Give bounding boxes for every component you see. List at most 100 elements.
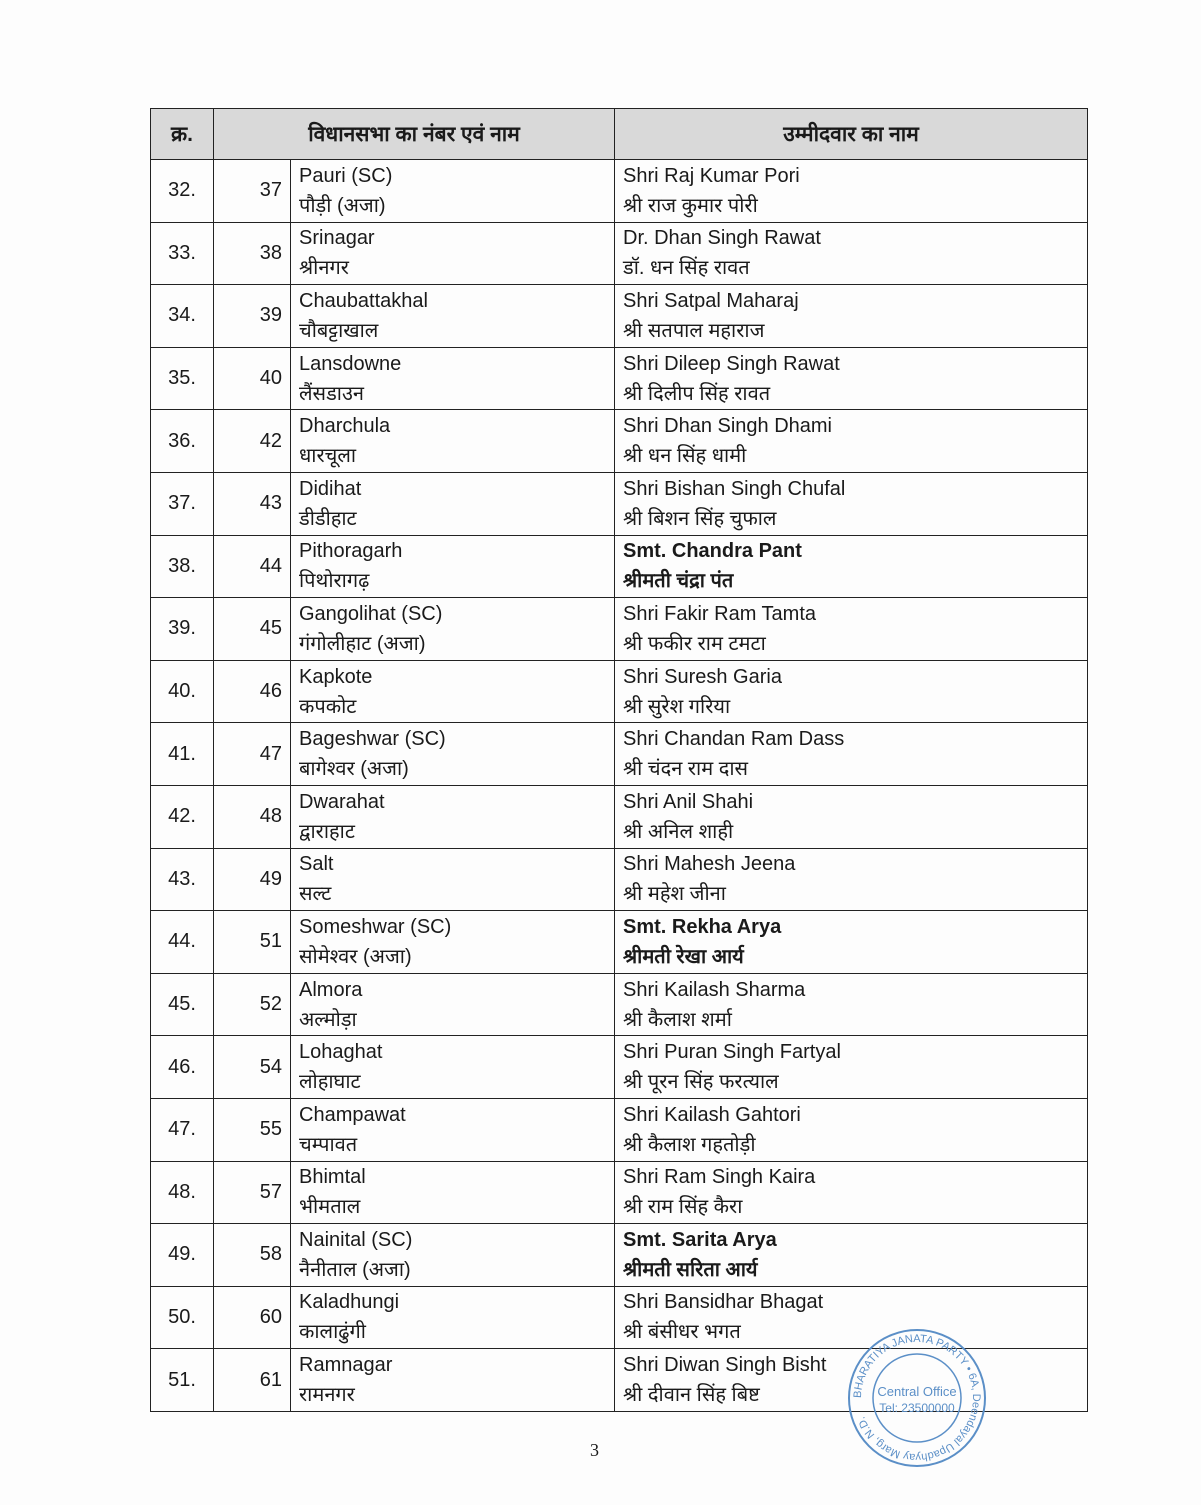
candidate-name: Shri Bansidhar Bhagat श्री बंसीधर भगत <box>614 1285 1088 1350</box>
constituency-name: Bageshwar (SC) बागेश्वर (अजा) <box>290 722 615 786</box>
table-row: 37. 43 Didihat डीडीहाट Shri Bishan Singh … <box>150 471 1088 536</box>
constituency-name-en: Someshwar (SC) <box>299 915 452 938</box>
serial-number: 43. <box>150 847 214 912</box>
candidate-name-hi: श्री महेश जीना <box>623 883 726 906</box>
candidate-table: क्र. विधानसभा का नंबर एवं नाम उम्मीदवार … <box>150 108 1088 1412</box>
candidate-name-hi: श्री चंदन राम दास <box>623 758 749 781</box>
constituency-name-hi: पौड़ी (अजा) <box>299 194 386 217</box>
table-row: 48. 57 Bhimtal भीमताल Shri Ram Singh Kair… <box>150 1160 1088 1225</box>
candidate-name: Shri Kailash Gahtori श्री कैलाश गहतोड़ी <box>614 1097 1088 1162</box>
constituency-name: Dharchula धारचूला <box>290 409 615 473</box>
serial-number: 49. <box>150 1223 214 1287</box>
candidate-name-hi: श्री दीवान सिंह बिष्ट <box>623 1384 760 1407</box>
constituency-name-hi: लैंसडाउन <box>299 382 365 405</box>
constituency-name-en: Bageshwar (SC) <box>299 728 446 751</box>
constituency-name: Ramnagar रामनगर <box>290 1348 615 1412</box>
candidate-name-hi: श्री अनिल शाही <box>623 820 734 843</box>
header-candidate: उम्मीदवार का नाम <box>614 108 1088 160</box>
serial-number: 34. <box>150 284 214 348</box>
constituency-name: Pithoragarh पिथोरागढ़ <box>290 534 615 599</box>
candidate-name: Shri Anil Shahi श्री अनिल शाही <box>614 784 1088 849</box>
candidate-name-hi: डॉ. धन सिंह रावत <box>623 257 750 280</box>
candidate-name: Shri Raj Kumar Pori श्री राज कुमार पोरी <box>614 159 1088 223</box>
candidate-name-hi: श्री सतपाल महाराज <box>623 319 765 342</box>
constituency-name-en: Lansdowne <box>299 352 402 375</box>
candidate-name-hi: श्रीमती रेखा आर्य <box>623 945 744 968</box>
table-row: 33. 38 Srinagar श्रीनगर Dr. Dhan Singh Ra… <box>150 221 1088 286</box>
constituency-number: 48 <box>213 784 291 849</box>
candidate-name-hi: श्री सुरेश गरिया <box>623 695 731 718</box>
serial-number: 47. <box>150 1097 214 1162</box>
candidate-name: Shri Suresh Garia श्री सुरेश गरिया <box>614 659 1088 724</box>
constituency-name: Kapkote कपकोट <box>290 659 615 724</box>
serial-number: 50. <box>150 1285 214 1350</box>
constituency-name-en: Chaubattakhal <box>299 289 428 312</box>
constituency-name-en: Ramnagar <box>299 1354 393 1377</box>
constituency-name-en: Bhimtal <box>299 1166 366 1189</box>
constituency-number: 55 <box>213 1097 291 1162</box>
table-row: 42. 48 Dwarahat द्वाराहाट Shri Anil Shahi… <box>150 784 1088 849</box>
serial-number: 51. <box>150 1348 214 1412</box>
constituency-number: 38 <box>213 221 291 286</box>
candidate-name: Smt. Rekha Arya श्रीमती रेखा आर्य <box>614 910 1088 974</box>
serial-number: 44. <box>150 910 214 974</box>
candidate-name-hi: श्री बिशन सिंह चुफाल <box>623 507 777 530</box>
constituency-number: 37 <box>213 159 291 223</box>
table-row: 40. 46 Kapkote कपकोट Shri Suresh Garia श्र… <box>150 659 1088 724</box>
candidate-name-en: Dr. Dhan Singh Rawat <box>623 227 821 250</box>
candidate-name-en: Shri Chandan Ram Dass <box>623 728 845 751</box>
serial-number: 45. <box>150 972 214 1037</box>
serial-number: 42. <box>150 784 214 849</box>
candidate-name-hi: श्री दिलीप सिंह रावत <box>623 382 771 405</box>
candidate-name-hi: श्रीमती चंद्रा पंत <box>623 570 734 593</box>
header-sr: क्र. <box>150 108 214 160</box>
constituency-name: Gangolihat (SC) गंगोलीहाट (अजा) <box>290 597 615 661</box>
serial-number: 37. <box>150 471 214 536</box>
constituency-name: Didihat डीडीहाट <box>290 471 615 536</box>
constituency-name-hi: चौबट्टाखाल <box>299 319 379 342</box>
constituency-name-en: Almora <box>299 978 363 1001</box>
candidate-name-en: Shri Satpal Maharaj <box>623 289 799 312</box>
table-row: 41. 47 Bageshwar (SC) बागेश्वर (अजा) Shri… <box>150 722 1088 786</box>
candidate-name-en: Shri Kailash Gahtori <box>623 1103 801 1126</box>
candidate-name-en: Shri Raj Kumar Pori <box>623 164 800 187</box>
candidate-name-hi: श्री कैलाश गहतोड़ी <box>623 1133 756 1156</box>
candidate-name: Shri Ram Singh Kaira श्री राम सिंह कैरा <box>614 1160 1088 1225</box>
table-header-row: क्र. विधानसभा का नंबर एवं नाम उम्मीदवार … <box>150 108 1088 160</box>
constituency-number: 42 <box>213 409 291 473</box>
candidate-name-en: Shri Dhan Singh Dhami <box>623 415 832 438</box>
constituency-number: 47 <box>213 722 291 786</box>
constituency-name-hi: बागेश्वर (अजा) <box>299 758 409 781</box>
serial-number: 39. <box>150 597 214 661</box>
candidate-name-en: Shri Diwan Singh Bisht <box>623 1354 827 1377</box>
candidate-name-hi: श्रीमती सरिता आर्य <box>623 1258 758 1281</box>
constituency-name-hi: गंगोलीहाट (अजा) <box>299 632 426 655</box>
constituency-name: Champawat चम्पावत <box>290 1097 615 1162</box>
party-stamp: BHARATIYA JANATA PARTY • 6A, Deendayal U… <box>848 1329 986 1467</box>
table-row: 45. 52 Almora अल्मोड़ा Shri Kailash Sharm… <box>150 972 1088 1037</box>
candidate-name-en: Shri Bansidhar Bhagat <box>623 1291 824 1314</box>
table-row: 46. 54 Lohaghat लोहाघाट Shri Puran Singh … <box>150 1035 1088 1099</box>
constituency-name-en: Pithoragarh <box>299 540 403 563</box>
candidate-name-en: Shri Dileep Singh Rawat <box>623 352 840 375</box>
constituency-name-en: Didihat <box>299 477 362 500</box>
candidate-name-en: Smt. Sarita Arya <box>623 1228 777 1251</box>
table-row: 49. 58 Nainital (SC) नैनीताल (अजा) Smt. S… <box>150 1223 1088 1287</box>
constituency-name-en: Srinagar <box>299 227 375 250</box>
candidate-name-en: Smt. Chandra Pant <box>623 540 802 563</box>
constituency-number: 54 <box>213 1035 291 1099</box>
constituency-number: 43 <box>213 471 291 536</box>
constituency-name-hi: पिथोरागढ़ <box>299 570 370 593</box>
table-row: 51. 61 Ramnagar रामनगर Shri Diwan Singh B… <box>150 1348 1088 1412</box>
candidate-name-en: Shri Puran Singh Fartyal <box>623 1041 841 1064</box>
constituency-name-hi: नैनीताल (अजा) <box>299 1258 411 1281</box>
constituency-name: Bhimtal भीमताल <box>290 1160 615 1225</box>
constituency-number: 58 <box>213 1223 291 1287</box>
constituency-number: 57 <box>213 1160 291 1225</box>
constituency-name-hi: धारचूला <box>299 445 357 468</box>
table-row: 50. 60 Kaladhungi कालाढुंगी Shri Bansidha… <box>150 1285 1088 1350</box>
constituency-name-en: Dwarahat <box>299 790 385 813</box>
candidate-name-hi: श्री कैलाश शर्मा <box>623 1008 732 1031</box>
constituency-name-en: Kaladhungi <box>299 1291 400 1314</box>
table-row: 39. 45 Gangolihat (SC) गंगोलीहाट (अजा) Sh… <box>150 597 1088 661</box>
